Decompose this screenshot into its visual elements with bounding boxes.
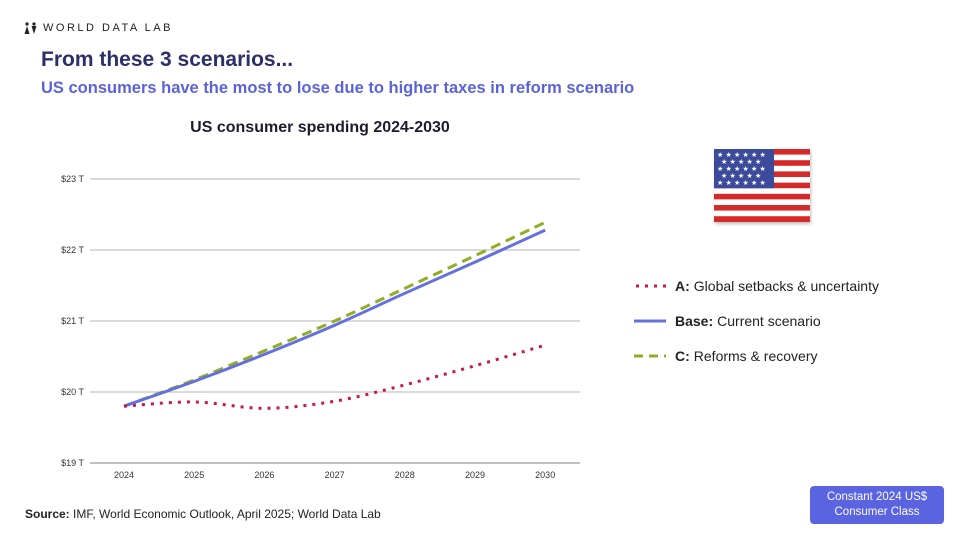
series-line-dashed [123,220,546,408]
chart-legend: A: Global setbacks & uncertainty Base: Cur… [634,268,879,373]
solid-line-icon [634,319,666,322]
legend-key: C: [675,347,690,364]
dotted-line-icon [636,284,666,287]
svg-text:★ ★ ★ ★ ★ ★: ★ ★ ★ ★ ★ ★ [717,179,766,187]
legend-item-base: Base: Current scenario [634,303,879,338]
x-tick-label: 2029 [465,470,485,480]
badge-line-1: Constant 2024 US$ [826,491,928,503]
x-tick-label: 2028 [395,470,415,480]
legend-key: A: [675,277,690,294]
legend-key: Base: [675,312,714,329]
svg-text:★ ★ ★ ★ ★: ★ ★ ★ ★ ★ [721,172,761,180]
x-tick-label: 2025 [184,470,204,480]
source-label: Source: [25,507,70,521]
series-line-dotted [123,343,546,410]
page-title: From these 3 scenarios... [41,48,294,71]
badge-line-2: Consumer Class [834,506,920,518]
svg-text:★ ★ ★ ★ ★: ★ ★ ★ ★ ★ [721,158,761,166]
page-subtitle: US consumers have the most to lose due t… [41,79,635,97]
brand-name: WORLD DATA LAB [43,22,173,34]
dashed-line-icon [634,354,666,357]
y-tick-label: $21 T [61,316,84,326]
line-chart: $19 T $20 T $21 T $22 T $23 T 2024 2025 2026 202… [61,174,580,480]
legend-label: Current scenario [717,312,821,329]
people-icon [24,22,37,34]
legend-label: Global setbacks & uncertainty [693,277,879,294]
svg-text:★ ★ ★ ★ ★ ★: ★ ★ ★ ★ ★ ★ [717,165,766,173]
legend-label: Reforms & recovery [693,347,818,364]
svg-text:★ ★ ★ ★ ★ ★: ★ ★ ★ ★ ★ ★ [717,151,766,159]
x-tick-label: 2024 [114,470,134,480]
brand-logo: WORLD DATA LAB [24,22,173,34]
legend-item-a: A: Global setbacks & uncertainty [634,268,879,303]
series-line-solid [123,228,546,408]
x-tick-label: 2027 [325,470,345,480]
x-tick-label: 2030 [535,470,555,480]
y-tick-label: $19 T [61,458,84,468]
x-tick-label: 2026 [254,470,274,480]
source-text: IMF, World Economic Outlook, April 2025;… [73,507,381,521]
source-note: Source: IMF, World Economic Outlook, Apr… [25,507,381,521]
legend-item-c: C: Reforms & recovery [634,338,879,373]
y-tick-label: $22 T [61,245,84,255]
y-tick-label: $20 T [61,387,84,397]
units-badge: Constant 2024 US$ Consumer Class [810,486,944,524]
us-flag-icon: ★ ★ ★ ★ ★ ★★ ★ ★ ★ ★★ ★ ★ ★ ★ ★★ ★ ★ ★ ★… [714,149,810,222]
chart-title: US consumer spending 2024-2030 [190,119,450,136]
y-tick-label: $23 T [61,174,84,184]
